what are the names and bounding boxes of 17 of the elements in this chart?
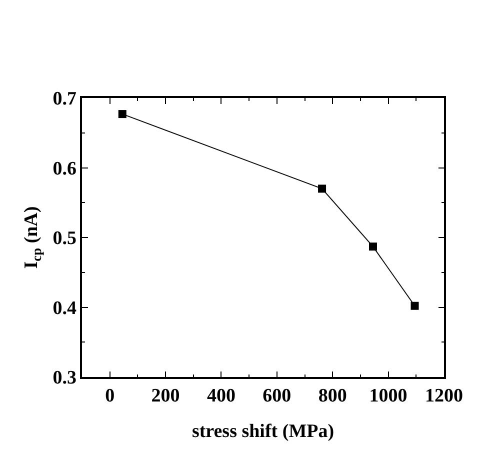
- x-tick-label: 400: [206, 386, 236, 407]
- x-axis-title: stress shift (MPa): [192, 420, 334, 442]
- x-tick-label: 1000: [369, 386, 408, 407]
- y-tick-label: 0.5: [52, 228, 76, 250]
- x-tick-label: 1200: [425, 386, 463, 407]
- point: [318, 184, 326, 193]
- x-tick-label: 200: [151, 386, 180, 407]
- x-tick-label: 800: [318, 386, 347, 407]
- y-tick-label: 0.7: [52, 88, 77, 110]
- y-tick-label: 0.4: [52, 298, 77, 319]
- point: [410, 302, 419, 310]
- y-tick-label: 0.6: [52, 158, 76, 180]
- point: [118, 110, 126, 118]
- x-tick-label: 600: [262, 386, 292, 407]
- point: [368, 242, 377, 251]
- y-tick-label: 0.3: [52, 368, 76, 389]
- x-tick-label: 0: [105, 386, 115, 407]
